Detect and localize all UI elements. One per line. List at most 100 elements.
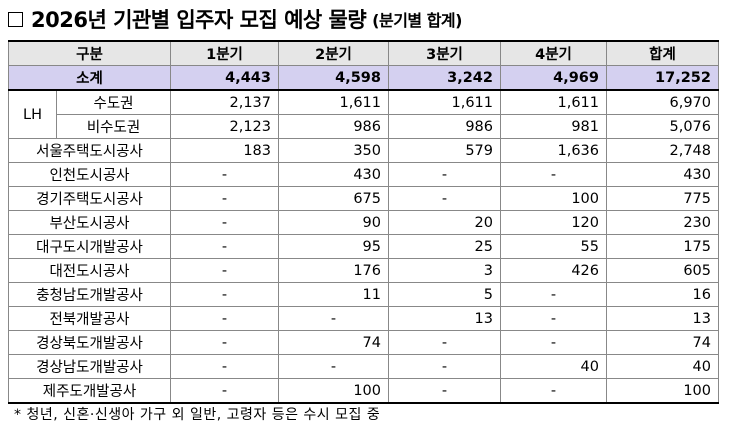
- page-title: 2026년 기관별 입주자 모집 예상 물량: [31, 8, 367, 32]
- cell-q4: -: [500, 378, 607, 404]
- housing-supply-table: 구분 1분기 2분기 3분기 4분기 합계 소계 4,443 4,598 3,2…: [8, 40, 719, 404]
- cell-total: 775: [606, 186, 719, 211]
- cell-q1: -: [170, 162, 279, 187]
- cell-q2: 11: [278, 282, 389, 307]
- cell-q4: -: [500, 306, 607, 331]
- table-row: 경상북도개발공사 -74- -74: [8, 330, 719, 355]
- cell-q3: 986: [388, 114, 501, 139]
- cell-q3: 13: [388, 306, 501, 331]
- cell-q2: 95: [278, 234, 389, 259]
- lh-group-label: LH: [8, 89, 57, 139]
- cell-total: 175: [606, 234, 719, 259]
- cell-q3: 5: [388, 282, 501, 307]
- cell-q3: 1,611: [388, 89, 501, 115]
- cell-q2: 675: [278, 186, 389, 211]
- header-q4: 4분기: [500, 40, 607, 66]
- subtotal-q4: 4,969: [500, 65, 607, 91]
- subtotal-label: 소계: [8, 65, 171, 91]
- cell-q2: 350: [278, 138, 389, 163]
- header-total: 합계: [606, 40, 719, 66]
- cell-q2: 90: [278, 210, 389, 235]
- row-label: 제주도개발공사: [8, 378, 171, 404]
- cell-q3: 20: [388, 210, 501, 235]
- table-row: 전북개발공사 - -13-13: [8, 306, 719, 331]
- cell-q3: 3: [388, 258, 501, 283]
- row-label: 인천도시공사: [8, 162, 171, 187]
- cell-q4: 55: [500, 234, 607, 259]
- cell-q3: 579: [388, 138, 501, 163]
- row-label: 서울주택도시공사: [8, 138, 171, 163]
- cell-q1: -: [170, 330, 279, 355]
- cell-q1: -: [170, 186, 279, 211]
- cell-total: 2,748: [606, 138, 719, 163]
- cell-q3: -: [388, 354, 501, 379]
- footnote: * 청년, 신혼·신생아 가구 외 일반, 고령자 등은 수시 모집 중: [14, 407, 381, 423]
- table-row: 경기주택도시공사 -675-100 775: [8, 186, 719, 211]
- cell-q4: 981: [500, 114, 607, 139]
- table-row: 서울주택도시공사 183 350 579 1,636 2,748: [8, 138, 719, 163]
- cell-q1: 2,137: [170, 89, 279, 115]
- cell-q1: -: [170, 258, 279, 283]
- checkbox-square-icon: [8, 11, 23, 27]
- cell-q3: -: [388, 186, 501, 211]
- cell-q4: 426: [500, 258, 607, 283]
- row-label: 비수도권: [56, 114, 171, 139]
- cell-total: 100: [606, 378, 719, 404]
- cell-q4: 120: [500, 210, 607, 235]
- cell-q2: 986: [278, 114, 389, 139]
- table-row: 부산도시공사 -90 20 120 230: [8, 210, 719, 235]
- cell-q1: -: [170, 306, 279, 331]
- header-q2: 2분기: [278, 40, 389, 66]
- cell-q2: 176: [278, 258, 389, 283]
- cell-q1: 2,123: [170, 114, 279, 139]
- cell-q2: -: [278, 306, 389, 331]
- cell-q4: 100: [500, 186, 607, 211]
- header-q1: 1분기: [170, 40, 279, 66]
- cell-q4: 1,611: [500, 89, 607, 115]
- cell-total: 40: [606, 354, 719, 379]
- cell-q1: -: [170, 378, 279, 404]
- cell-total: 605: [606, 258, 719, 283]
- table-row: 충청남도개발공사 -11 5-16: [8, 282, 719, 307]
- subtotal-q3: 3,242: [388, 65, 501, 91]
- subtotal-q2: 4,598: [278, 65, 389, 91]
- cell-q3: -: [388, 378, 501, 404]
- table-row: 대전도시공사 -176 3 426 605: [8, 258, 719, 283]
- header-row: 구분 1분기 2분기 3분기 4분기 합계: [8, 40, 719, 66]
- cell-total: 430: [606, 162, 719, 187]
- page-subtitle: (분기별 합계): [372, 11, 462, 30]
- cell-q3: 25: [388, 234, 501, 259]
- cell-q1: -: [170, 234, 279, 259]
- row-label: 대전도시공사: [8, 258, 171, 283]
- table-row: 경상남도개발공사 - - -40 40: [8, 354, 719, 379]
- subtotal-q1: 4,443: [170, 65, 279, 91]
- cell-q1: -: [170, 210, 279, 235]
- table-row: 비수도권 2,123 986 986 981 5,076: [9, 114, 719, 139]
- cell-q1: -: [170, 282, 279, 307]
- cell-q4: -: [500, 330, 607, 355]
- header-q3: 3분기: [388, 40, 501, 66]
- row-label: 경기주택도시공사: [8, 186, 171, 211]
- header-category: 구분: [8, 40, 171, 66]
- row-label: 전북개발공사: [8, 306, 171, 331]
- cell-q3: -: [388, 162, 501, 187]
- cell-q3: -: [388, 330, 501, 355]
- title-row: 2026년 기관별 입주자 모집 예상 물량 (분기별 합계): [8, 4, 462, 34]
- cell-q2: 1,611: [278, 89, 389, 115]
- cell-total: 13: [606, 306, 719, 331]
- cell-q2: 430: [278, 162, 389, 187]
- table-row: 인천도시공사 -430- -430: [8, 162, 719, 187]
- cell-q2: -: [278, 354, 389, 379]
- row-label: 경상북도개발공사: [8, 330, 171, 355]
- cell-total: 6,970: [606, 89, 719, 115]
- subtotal-row: 소계 4,443 4,598 3,242 4,969 17,252: [8, 65, 719, 91]
- table-row: LH 수도권 2,137 1,611 1,611 1,611 6,970: [8, 89, 719, 139]
- cell-total: 16: [606, 282, 719, 307]
- cell-q1: -: [170, 354, 279, 379]
- row-label: 충청남도개발공사: [8, 282, 171, 307]
- row-label: 수도권: [56, 89, 171, 115]
- cell-q4: -: [500, 282, 607, 307]
- cell-total: 230: [606, 210, 719, 235]
- row-label: 대구도시개발공사: [8, 234, 171, 259]
- table-row: 대구도시개발공사 -95 25 55 175: [8, 234, 719, 259]
